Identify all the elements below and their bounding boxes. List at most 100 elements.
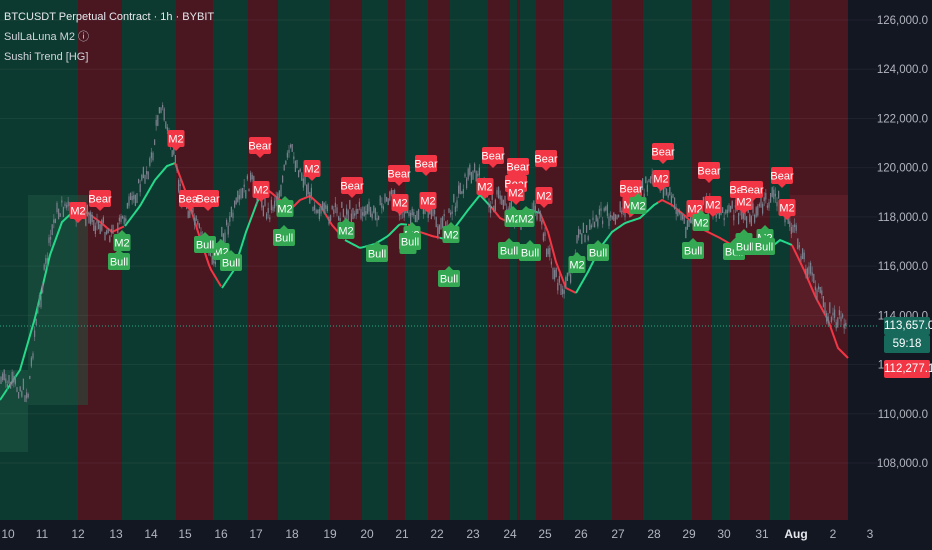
signal-bull-label: Bull [108,249,130,270]
candle-body [477,173,479,177]
svg-text:M2: M2 [653,174,668,186]
candle-body [686,220,688,230]
candle-body [562,288,564,295]
candle-body [390,189,392,195]
signal-bull-label: M2 [517,206,535,227]
candle-body [382,206,384,210]
indicator-sullaluna-m2[interactable]: SulLaLuna M2 ⓘ [4,31,89,43]
signal-bull-label: Bull [399,229,421,250]
svg-text:M2: M2 [338,226,353,238]
candle-body [117,222,119,234]
candle-body [688,220,690,227]
svg-text:Bull: Bull [110,257,128,269]
candle-body [277,193,279,204]
candle-body [501,195,503,205]
regime-zone-bear [488,0,510,520]
candle-body [158,107,160,114]
time-tick-label: 31 [755,527,769,541]
candle-body [251,174,253,180]
candle-body [478,167,480,176]
candle-body [797,238,799,250]
candle-body [250,172,252,181]
svg-text:M2: M2 [693,218,708,230]
signal-bull-label: M2 [568,252,586,273]
candle-body [592,217,594,221]
candle-body [690,215,692,223]
range-box [28,195,88,405]
candle-body [570,274,572,283]
svg-text:Bull: Bull [222,258,240,270]
candle-body [784,214,786,223]
candle-body [64,203,66,207]
signal-bear-label: M2 [778,199,796,220]
svg-text:M2: M2 [779,203,794,215]
time-tick-label: 25 [538,527,552,541]
candle-body [58,208,60,220]
candle-body [368,201,370,212]
candle-body [429,209,431,214]
candle-body [814,286,816,291]
signal-bear-label: Bear [481,147,505,168]
candle-body [597,218,599,227]
candle-body [26,392,28,399]
candle-body [566,272,568,281]
candle-body [120,216,122,222]
candle-body [163,108,165,121]
symbol-title[interactable]: BTCUSDT Perpetual Contract · 1h · BYBIT [4,11,215,23]
candle-body [490,205,492,214]
time-tick-label: 10 [1,527,15,541]
signal-bull-label: M2 [692,210,710,231]
candle-body [133,195,135,200]
time-tick-label: 2 [830,527,837,541]
candle-body [290,144,292,148]
candle-body [579,229,581,235]
candle-body [190,208,192,212]
svg-text:M2: M2 [508,188,523,200]
candle-body [437,226,439,237]
candle-body [374,208,376,220]
candle-body [238,195,240,200]
candle-body [272,206,274,211]
candle-body [466,178,468,188]
candle-body [358,201,360,207]
indicator-sushi-trend[interactable]: Sushi Trend [HG] [4,51,89,63]
candle-body [195,215,197,221]
candle-body [843,324,845,329]
candle-body [110,228,112,233]
candle-body [126,202,128,209]
candle-body [555,267,557,278]
candle-body [102,217,104,223]
candle-body [24,395,26,402]
time-tick-label: 12 [71,527,85,541]
candle-body [662,186,664,199]
candle-body [309,191,311,204]
regime-zone-bear [330,0,362,520]
candle-body [232,212,234,219]
candle-body [96,220,98,224]
candle-body [362,212,364,216]
candle-body [162,105,164,108]
candle-body [502,199,504,210]
candle-body [107,228,109,234]
candle-body [50,236,52,240]
time-tick-label: 13 [109,527,123,541]
signal-bear-label: Bear [387,165,411,186]
candle-body [816,289,818,300]
candle-body [822,296,824,308]
signal-bear-label: Bear [770,167,794,188]
candle-body [747,207,749,214]
candle-body [246,175,248,180]
signal-bear-label: Bear [196,190,220,211]
candle-body [488,203,490,208]
candle-body [808,266,810,275]
candle-body [422,207,424,215]
candle-body [21,391,23,397]
candle-body [253,175,255,183]
time-tick-label: 22 [430,527,444,541]
candle-body [666,188,668,195]
candle-body [416,210,418,223]
candle-body [38,295,40,305]
candle-body [45,258,47,264]
